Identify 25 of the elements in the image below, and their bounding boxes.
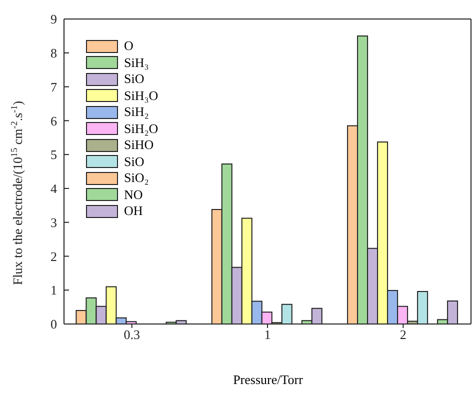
legend-label: OH xyxy=(124,203,143,220)
legend-label: NO xyxy=(124,186,143,203)
legend-label: SiO₂ xyxy=(124,170,149,186)
y-tick-label: 4 xyxy=(50,181,58,196)
legend-label: SiH₃O xyxy=(124,88,158,104)
legend-label: SiHO xyxy=(124,137,154,154)
legend-label: SiH₂ xyxy=(124,104,149,120)
y-tick-label: 0 xyxy=(50,316,57,332)
legend-label: SiH₃ xyxy=(124,54,149,71)
y-tick-label: 3 xyxy=(50,214,57,230)
y-tick-label: 5 xyxy=(50,147,57,162)
legend-label: O xyxy=(124,38,134,54)
x-tick-label: 0.3 xyxy=(124,327,140,342)
y-tick-label: 1 xyxy=(50,282,57,298)
x-tick-label: 2 xyxy=(400,327,406,342)
legend-label: SiO xyxy=(124,71,144,88)
x-tick-label: 1 xyxy=(264,327,271,342)
x-axis-title: Pressure/Torr xyxy=(232,372,304,388)
y-tick-label: 8 xyxy=(50,46,57,61)
legend-label: SiH₂O xyxy=(124,120,158,137)
y-tick-label: 6 xyxy=(50,113,58,128)
y-tick-label: 7 xyxy=(50,79,58,94)
y-tick-label: 2 xyxy=(50,248,57,264)
legend-label: SiO xyxy=(124,154,144,170)
y-tick-label: 9 xyxy=(50,12,57,27)
